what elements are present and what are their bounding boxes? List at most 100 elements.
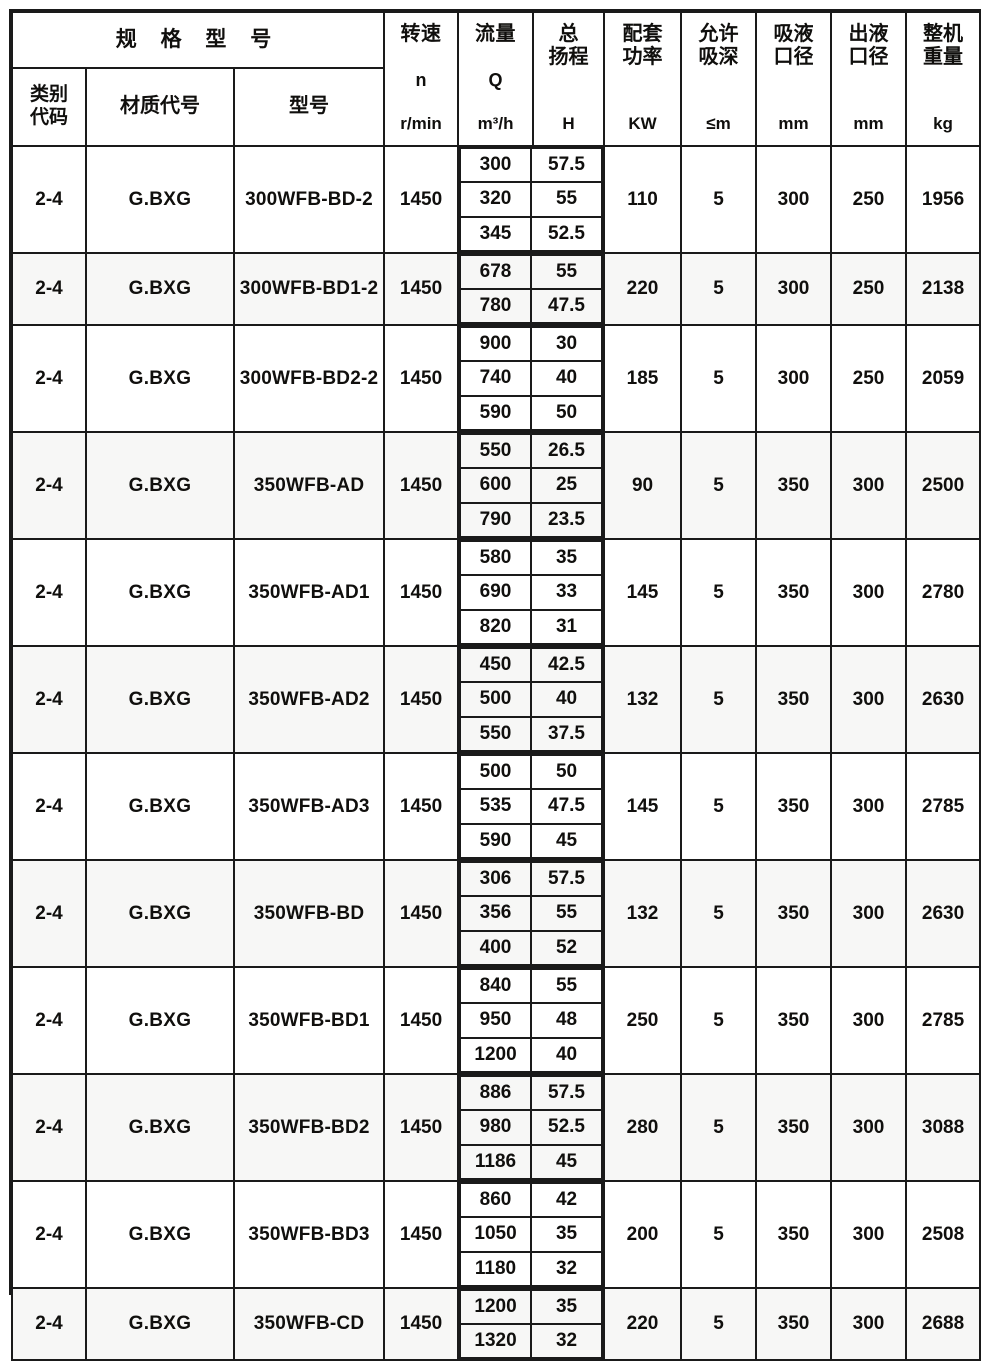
- cell-head: 33: [530, 574, 604, 611]
- header-inlet-diameter: 吸液 口径 mm: [755, 11, 833, 147]
- cell-head: 30: [530, 325, 604, 363]
- cell-outlet_dia: 300: [830, 431, 908, 540]
- cell-outlet_dia: 250: [830, 252, 908, 326]
- cell-head: 32: [530, 1250, 604, 1288]
- cell-outlet_dia: 300: [830, 645, 908, 754]
- cell-flow: 450: [459, 646, 533, 684]
- flow-head-subrow: 678 55: [459, 254, 604, 290]
- cell-inlet_dia: 350: [755, 966, 833, 1075]
- cell-head: 40: [530, 681, 604, 718]
- header-head: 总 扬程 H: [532, 11, 606, 147]
- cell-flow: 550: [459, 432, 533, 470]
- header-weight-unit: kg: [933, 114, 953, 133]
- table-row: 2-4 G.BXG 350WFB-BD2 1450 886 57.5 980 52.5 1186…: [11, 1073, 982, 1182]
- cell-suction_depth: 5: [680, 1287, 758, 1361]
- cell-flow: 740: [459, 360, 533, 397]
- cell-flow: 820: [459, 608, 533, 646]
- cell-flow: 790: [459, 501, 533, 539]
- cell-outlet_dia: 300: [830, 859, 908, 968]
- header-speed-label: 转速: [400, 23, 442, 45]
- cell-category_code: 2-4: [11, 538, 87, 647]
- header-inlet-unit: mm: [778, 114, 809, 133]
- table-row: 2-4 G.BXG 350WFB-BD3 1450 860 42 1050 35 1180 32 2…: [11, 1180, 982, 1289]
- cell-total_weight: 2688: [905, 1287, 982, 1361]
- cell-head: 57.5: [530, 1074, 604, 1112]
- header-power-label-1: 配套: [622, 23, 663, 45]
- flow-head-group: 300 57.5 320 55 345 52.5: [457, 145, 606, 254]
- cell-flow: 840: [459, 967, 533, 1005]
- cell-category_code: 2-4: [11, 145, 87, 254]
- cell-head: 35: [530, 1216, 604, 1253]
- header-suction-depth-unit: ≤m: [706, 114, 731, 133]
- cell-flow: 600: [459, 467, 533, 504]
- cell-category_code: 2-4: [11, 859, 87, 968]
- cell-flow: 1180: [459, 1250, 533, 1288]
- cell-total_weight: 1956: [905, 145, 982, 254]
- cell-inlet_dia: 350: [755, 538, 833, 647]
- cell-material_code: G.BXG: [85, 645, 235, 754]
- cell-flow: 1186: [459, 1143, 533, 1181]
- cell-suction_depth: 5: [680, 645, 758, 754]
- header-speed-symbol: n: [415, 69, 427, 90]
- cell-head: 55: [530, 895, 604, 932]
- flow-head-group: 900 30 740 40 590 50: [457, 324, 606, 433]
- cell-power: 132: [603, 645, 683, 754]
- cell-head: 45: [530, 822, 604, 860]
- flow-head-subrow: 320 55: [459, 181, 604, 218]
- cell-suction_depth: 5: [680, 752, 758, 861]
- cell-flow: 500: [459, 753, 533, 791]
- header-category-code-line2: 代码: [29, 107, 68, 128]
- flow-head-subrow: 356 55: [459, 895, 604, 932]
- cell-inlet_dia: 350: [755, 1180, 833, 1289]
- cell-category_code: 2-4: [11, 431, 87, 540]
- cell-suction_depth: 5: [680, 966, 758, 1075]
- flow-head-subrow: 860 42: [459, 1181, 604, 1219]
- cell-head: 40: [530, 360, 604, 397]
- cell-power: 145: [603, 752, 683, 861]
- cell-flow: 580: [459, 539, 533, 577]
- cell-power: 185: [603, 324, 683, 433]
- cell-power: 132: [603, 859, 683, 968]
- cell-head: 47.5: [530, 288, 604, 324]
- header-speed-unit: r/min: [400, 114, 442, 133]
- flow-head-group: 886 57.5 980 52.5 1186 45: [457, 1073, 606, 1182]
- cell-outlet_dia: 250: [830, 145, 908, 254]
- cell-head: 40: [530, 1036, 604, 1074]
- cell-flow: 400: [459, 929, 533, 967]
- cell-power: 110: [603, 145, 683, 254]
- table-row: 2-4 G.BXG 350WFB-CD 1450 1200 35 1320 32 220 5 350…: [11, 1287, 982, 1361]
- flow-head-subrow: 306 57.5: [459, 860, 604, 898]
- cell-inlet_dia: 300: [755, 252, 833, 326]
- cell-head: 57.5: [530, 146, 604, 184]
- flow-head-group: 580 35 690 33 820 31: [457, 538, 606, 647]
- cell-flow: 1320: [459, 1323, 533, 1359]
- cell-head: 45: [530, 1143, 604, 1181]
- cell-flow: 860: [459, 1181, 533, 1219]
- flow-head-subrow: 1320 32: [459, 1323, 604, 1359]
- header-material-code: 材质代号: [85, 67, 235, 147]
- cell-material_code: G.BXG: [85, 431, 235, 540]
- cell-total_weight: 2059: [905, 324, 982, 433]
- flow-head-subrow: 535 47.5: [459, 788, 604, 825]
- cell-material_code: G.BXG: [85, 1180, 235, 1289]
- cell-category_code: 2-4: [11, 966, 87, 1075]
- cell-model: 350WFB-BD2: [232, 1073, 386, 1182]
- cell-power: 200: [603, 1180, 683, 1289]
- cell-head: 52: [530, 929, 604, 967]
- flow-head-subrow: 1186 45: [459, 1143, 604, 1181]
- cell-head: 52.5: [530, 1109, 604, 1146]
- cell-outlet_dia: 300: [830, 1073, 908, 1182]
- header-inlet-label-2: 口径: [773, 46, 814, 68]
- header-head-label-2: 扬程: [548, 46, 589, 68]
- cell-head: 47.5: [530, 788, 604, 825]
- cell-material_code: G.BXG: [85, 859, 235, 968]
- cell-suction_depth: 5: [680, 252, 758, 326]
- cell-total_weight: 2138: [905, 252, 982, 326]
- flow-head-subrow: 1200 35: [459, 1289, 604, 1325]
- table-row: 2-4 G.BXG 350WFB-AD 1450 550 26.5 600 25 790 23.5…: [11, 431, 982, 540]
- cell-inlet_dia: 350: [755, 1073, 833, 1182]
- cell-material_code: G.BXG: [85, 752, 235, 861]
- cell-flow: 320: [459, 181, 533, 218]
- cell-flow: 550: [459, 715, 533, 753]
- cell-total_weight: 3088: [905, 1073, 982, 1182]
